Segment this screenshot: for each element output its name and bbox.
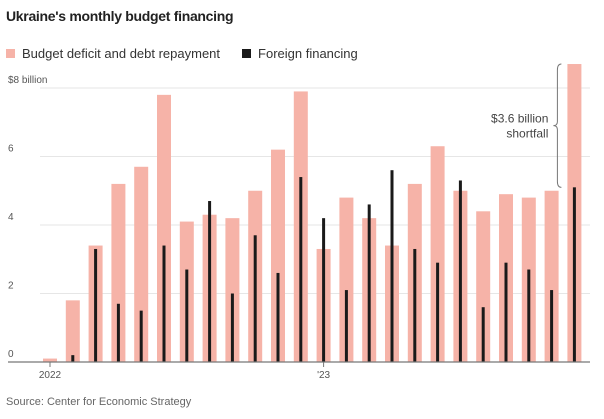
annotation-text: $3.6 billion: [491, 112, 548, 126]
legend: Budget deficit and debt repayment Foreig…: [6, 46, 358, 61]
y-tick-label: 0: [8, 349, 14, 360]
bar-foreign: [504, 262, 508, 362]
y-tick-label: 6: [8, 144, 14, 155]
bar-foreign: [139, 310, 143, 362]
bar-foreign: [413, 248, 417, 362]
bar-foreign: [481, 307, 485, 362]
bar-deficit: [544, 190, 559, 362]
bar-foreign: [436, 262, 440, 362]
bar-deficit: [65, 300, 80, 362]
x-tick-label: '23: [317, 370, 330, 381]
x-tick-label: 2022: [39, 370, 62, 381]
bar-deficit: [43, 358, 57, 362]
annotation-text: shortfall: [506, 127, 548, 141]
y-tick-label: 2: [8, 281, 14, 292]
annotation-brace: [553, 63, 562, 188]
bar-foreign: [230, 293, 234, 362]
y-tick-label: $8 billion: [8, 75, 47, 86]
bar-foreign: [322, 218, 326, 362]
bar-deficit: [111, 183, 126, 362]
bar-deficit: [157, 94, 171, 362]
legend-swatch-foreign: [242, 49, 252, 58]
chart-title: Ukraine's monthly budget financing: [6, 8, 234, 24]
bar-foreign: [276, 272, 280, 362]
bar-foreign: [253, 235, 257, 362]
bar-foreign: [458, 180, 462, 362]
bar-foreign: [527, 269, 531, 362]
bar-deficit: [430, 146, 445, 362]
bar-foreign: [162, 245, 166, 362]
bar-foreign: [185, 269, 189, 362]
bar-deficit: [476, 211, 491, 362]
bar-foreign: [94, 248, 98, 362]
bar-foreign: [116, 303, 120, 362]
bar-deficit: [339, 197, 354, 362]
bar-deficit: [225, 218, 240, 362]
bar-foreign: [367, 204, 371, 362]
y-tick-label: 4: [8, 212, 14, 223]
bar-foreign: [390, 170, 394, 362]
bar-foreign: [550, 290, 554, 362]
source-note: Source: Center for Economic Strategy: [6, 396, 192, 408]
bar-foreign: [344, 290, 348, 362]
legend-swatch-deficit: [6, 49, 15, 58]
bar-deficit: [271, 149, 285, 362]
bar-foreign: [208, 201, 212, 362]
bar-foreign: [71, 355, 75, 362]
legend-label-deficit: Budget deficit and debt repayment: [22, 46, 221, 61]
bar-foreign: [572, 187, 576, 362]
bar-deficit: [134, 166, 149, 362]
bar-foreign: [299, 177, 303, 362]
legend-label-foreign: Foreign financing: [258, 46, 358, 61]
